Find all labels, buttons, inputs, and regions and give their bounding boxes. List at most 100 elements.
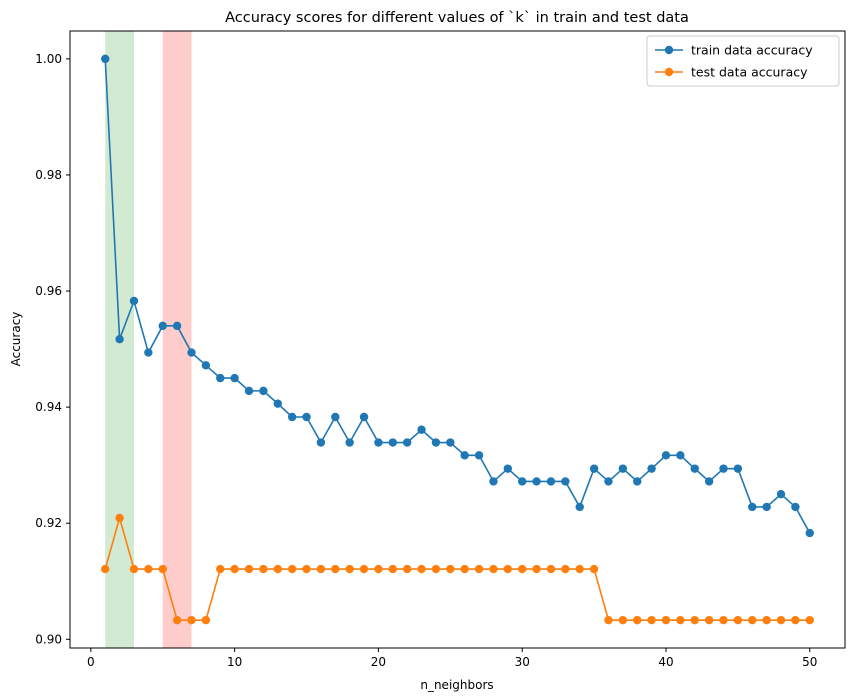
- legend-label-2: test data accuracy: [691, 65, 808, 80]
- x-tick-label: 0: [87, 655, 95, 669]
- series-1-point: [345, 438, 354, 447]
- series-2-point: [201, 615, 211, 625]
- series-2-point: [230, 564, 239, 574]
- series-1-point: [273, 399, 282, 408]
- series-1-point: [518, 477, 527, 486]
- series-1-point: [129, 296, 139, 306]
- legend-box: [646, 35, 840, 87]
- series-2-point: [402, 564, 412, 574]
- x-axis-label: n_neighbors: [420, 678, 493, 692]
- series-1-point: [172, 321, 182, 331]
- series-2-point: [446, 564, 455, 574]
- series-1-point: [704, 477, 714, 486]
- series-2-point: [158, 564, 167, 574]
- series-2-point: [776, 615, 786, 625]
- series-2-point: [618, 615, 628, 625]
- series-1-point: [561, 477, 570, 486]
- series-2-point: [604, 615, 613, 625]
- series-2-point: [244, 564, 254, 574]
- series-line-2: [104, 515, 810, 621]
- series-2-point: [489, 564, 498, 574]
- series-2-point: [417, 564, 426, 574]
- series-1-point: [532, 477, 541, 486]
- series-2-point: [676, 615, 685, 625]
- series-2-point: [316, 564, 326, 574]
- series-1-point: [244, 386, 254, 396]
- series-2-point: [791, 615, 800, 625]
- series-1-point: [201, 361, 211, 370]
- y-tick-label: 0.98: [35, 168, 62, 182]
- series-1-point: [431, 438, 441, 447]
- series-2-point: [561, 564, 570, 574]
- series-2-point: [101, 564, 110, 574]
- series-1-point: [446, 438, 455, 447]
- series-1-point: [618, 464, 628, 473]
- y-tick-label: 0.96: [35, 284, 62, 298]
- series-2-point: [460, 564, 469, 574]
- x-tick-label: 40: [658, 655, 673, 669]
- x-tick-label: 20: [371, 655, 386, 669]
- series-1-point: [331, 412, 340, 422]
- series-2-point: [474, 564, 484, 574]
- series-line-1: [104, 58, 811, 534]
- series-1-point: [359, 412, 369, 422]
- series-1-point: [187, 348, 196, 357]
- series-2-point: [331, 564, 340, 574]
- series-2-point: [287, 564, 297, 574]
- series-1-point: [546, 477, 556, 486]
- series-2-point: [661, 615, 671, 625]
- series-2-point: [704, 615, 714, 625]
- y-tick-label: 0.92: [35, 516, 62, 530]
- series-1-point: [633, 477, 642, 486]
- series-2-point: [259, 564, 268, 574]
- series-1-point: [259, 386, 268, 396]
- series-1-point: [575, 502, 584, 512]
- series-2-point: [129, 564, 139, 574]
- series-1-point: [417, 425, 426, 434]
- series-1-point: [690, 464, 699, 473]
- series-1-point: [101, 54, 110, 64]
- y-tick-label: 0.94: [35, 400, 62, 414]
- series-1-point: [316, 438, 326, 447]
- series-1-point: [230, 373, 239, 383]
- series-2-point: [374, 564, 383, 574]
- series-2-point: [216, 564, 225, 574]
- y-axis-label: Accuracy: [9, 312, 23, 367]
- series-2-point: [633, 615, 642, 625]
- legend-label-1: train data accuracy: [691, 43, 813, 58]
- series-2-point: [302, 564, 311, 574]
- series-1-point: [144, 348, 153, 357]
- series-1-point: [676, 451, 685, 460]
- series-1-point: [503, 464, 513, 473]
- series-1-point: [647, 464, 656, 473]
- legend-marker-2: [664, 67, 674, 77]
- series-1-point: [388, 438, 397, 447]
- series-1-point: [791, 502, 800, 512]
- y-tick-label: 1.00: [35, 52, 62, 66]
- series-1-point: [489, 477, 498, 486]
- series-2-point: [546, 564, 556, 574]
- series-2-point: [733, 615, 743, 625]
- legend-marker-1: [664, 45, 674, 55]
- series-1-point: [805, 528, 814, 538]
- series-1-point: [733, 464, 743, 473]
- series-1-point: [287, 412, 297, 422]
- series-1-point: [302, 412, 311, 422]
- series-2-point: [518, 564, 527, 574]
- series-2-point: [748, 615, 757, 625]
- series-1-point: [604, 477, 613, 486]
- series-2-point: [575, 564, 584, 574]
- plot-area: [101, 31, 814, 648]
- series-1-point: [460, 451, 469, 460]
- series-2-point: [388, 564, 397, 574]
- series-1-point: [474, 451, 484, 460]
- series-2-point: [719, 615, 728, 625]
- shaded-span-2: [162, 31, 192, 648]
- series-2-point: [503, 564, 513, 574]
- plot-frame: [69, 30, 846, 649]
- series-1-point: [402, 438, 412, 447]
- series-1-point: [589, 464, 599, 473]
- series-1-point: [719, 464, 728, 473]
- series-1-point: [374, 438, 383, 447]
